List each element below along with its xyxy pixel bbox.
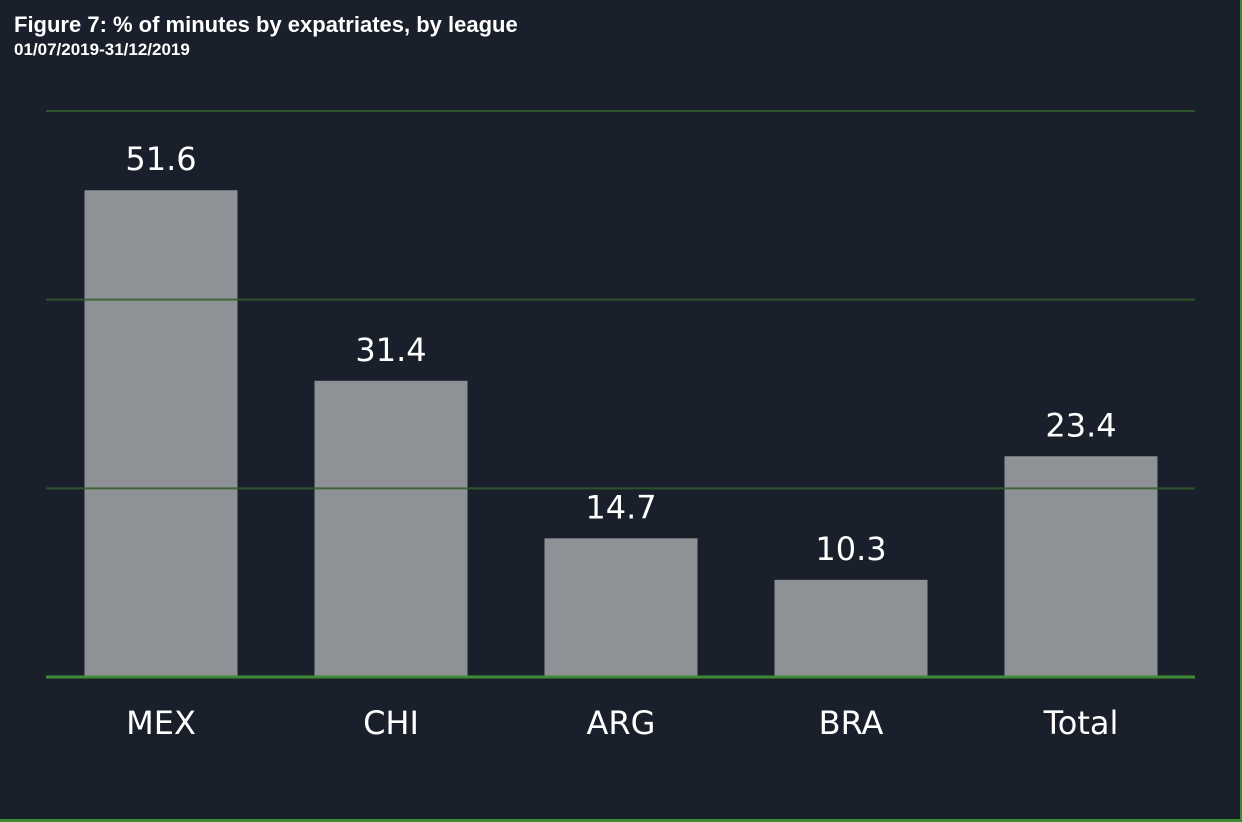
- value-label-mex: 51.6: [125, 140, 196, 178]
- category-label-arg: ARG: [587, 704, 656, 742]
- category-label-mex: MEX: [126, 704, 196, 742]
- value-label-bra: 10.3: [815, 530, 886, 568]
- category-label-total: Total: [1043, 704, 1119, 742]
- category-label-chi: CHI: [363, 704, 419, 742]
- chart-title: Figure 7: % of minutes by expatriates, b…: [14, 12, 518, 37]
- value-label-arg: 14.7: [585, 488, 656, 526]
- bar-chi: [314, 380, 468, 677]
- category-label-bra: BRA: [819, 704, 884, 742]
- bar-bra: [774, 579, 928, 677]
- bar-total: [1004, 456, 1158, 677]
- bar-arg: [544, 538, 698, 677]
- chart-subtitle: 01/07/2019-31/12/2019: [14, 40, 190, 59]
- value-label-chi: 31.4: [355, 331, 426, 369]
- value-label-total: 23.4: [1045, 406, 1116, 444]
- bar-mex: [84, 190, 238, 678]
